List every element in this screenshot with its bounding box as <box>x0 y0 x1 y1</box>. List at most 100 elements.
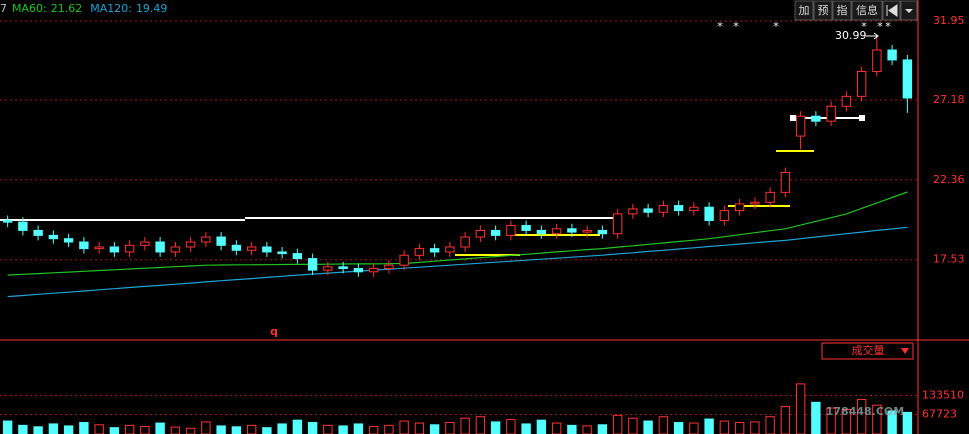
candle-body <box>536 229 547 235</box>
legend-value: 19.49 <box>136 2 168 15</box>
volume-bar <box>658 416 669 434</box>
annotation: 30.99 <box>835 29 867 42</box>
volume-bar <box>140 426 150 434</box>
y-tick-label: 67723 <box>922 407 957 420</box>
volume-bar <box>48 423 59 434</box>
volume-bar <box>292 419 303 434</box>
star: * <box>877 20 883 33</box>
candle-body <box>399 254 409 266</box>
volume-bar <box>18 424 28 434</box>
volume-bar <box>246 424 257 434</box>
candle-body <box>185 241 196 248</box>
ma-line <box>7 191 908 276</box>
toolbar-label: 加 <box>799 4 810 17</box>
volume-bar <box>643 420 653 434</box>
volume-bar <box>323 424 333 434</box>
candle-body <box>18 221 28 231</box>
volume-bar <box>79 421 89 434</box>
volume-bar <box>673 421 684 434</box>
candle-body <box>368 267 379 273</box>
volume-bar <box>856 398 867 434</box>
candle-body <box>551 228 562 235</box>
volume-bar <box>109 427 120 434</box>
volume-bar <box>567 424 577 434</box>
toolbar-label: 指 <box>837 3 848 17</box>
volume-bar <box>33 426 43 434</box>
star: * <box>861 20 867 33</box>
candle-body <box>170 246 181 253</box>
candle-body <box>475 229 486 238</box>
candle-body <box>124 244 135 253</box>
candle-body <box>94 246 104 250</box>
volume-bar <box>231 426 242 434</box>
toolbar: 加预指信息 <box>794 0 918 21</box>
volume-bar <box>612 414 623 434</box>
volume-bar <box>94 424 104 434</box>
ma-line <box>7 226 908 298</box>
star: * <box>773 20 779 33</box>
marker: q <box>270 325 278 338</box>
star: * <box>717 20 723 33</box>
y-tick-label: 17.53 <box>933 253 965 266</box>
candle-body <box>33 229 43 236</box>
volume-bar <box>811 401 821 434</box>
toolbar-button[interactable] <box>851 0 883 21</box>
toolbar-button[interactable] <box>794 0 814 21</box>
volume-bar <box>460 417 470 434</box>
candle-body <box>277 251 287 255</box>
candle-body <box>567 228 577 233</box>
volume-bar <box>307 421 318 434</box>
volume-bar <box>704 418 714 434</box>
nav-icon <box>886 4 898 17</box>
volume-dropdown[interactable] <box>821 342 914 360</box>
menu-icon <box>905 9 913 13</box>
candle-body <box>246 246 257 251</box>
volume-bar <box>734 421 745 434</box>
candle-body <box>323 266 333 271</box>
volume-bar <box>445 421 455 434</box>
toolbar-label: 信息 <box>856 3 878 17</box>
candle-body <box>63 238 74 243</box>
volume-bar <box>506 419 516 434</box>
toolbar-button[interactable] <box>813 0 833 21</box>
volume-bar <box>185 427 196 434</box>
volume-bar <box>63 425 74 434</box>
candle-body <box>658 205 669 213</box>
volume-bar <box>551 422 562 434</box>
candle-body <box>460 236 470 248</box>
candle-body <box>292 253 303 260</box>
volume-bar <box>124 424 135 434</box>
toolbar-button[interactable] <box>832 0 852 21</box>
volume-bar <box>795 383 806 434</box>
candle-body <box>887 49 897 61</box>
volume-bar <box>490 421 501 434</box>
volume-bar <box>689 422 699 434</box>
handle <box>859 115 865 121</box>
candle-body <box>140 241 150 246</box>
annotation-arrow <box>866 32 879 40</box>
volume-bar <box>216 425 226 434</box>
candle-body <box>673 205 684 212</box>
volume-bar <box>582 425 592 434</box>
candle-body <box>262 246 272 253</box>
candle-body <box>506 224 516 236</box>
legend-value: 21.62 <box>51 2 83 15</box>
y-tick-label: 31.95 <box>933 14 965 27</box>
candle-body <box>48 234 59 240</box>
y-tick-label: 27.18 <box>933 93 965 106</box>
candle-body <box>414 248 425 256</box>
volume-label: 成交量 <box>852 343 885 357</box>
candle-body <box>2 219 13 223</box>
candle-body <box>750 201 760 205</box>
volume-bar <box>902 411 913 434</box>
candle-body <box>734 203 745 212</box>
candle-body <box>612 213 623 235</box>
candle-body <box>353 267 364 273</box>
volume-bar <box>170 426 181 434</box>
candle-body <box>79 241 89 250</box>
candle-body <box>643 208 653 213</box>
candle-body <box>597 229 608 235</box>
volume-bar <box>597 424 608 434</box>
header-prefix: 7 <box>0 2 7 15</box>
